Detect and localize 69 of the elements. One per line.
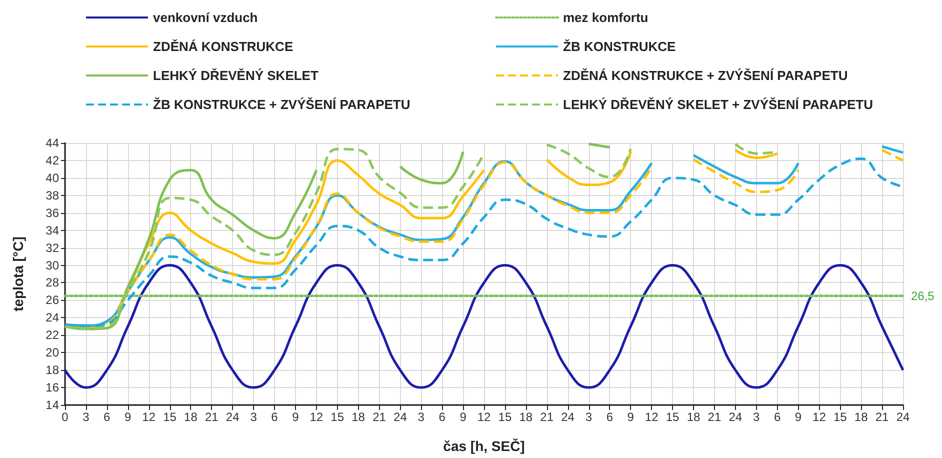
x-tick-label: 24 [896,410,910,424]
x-tick-label: 24 [394,410,408,424]
legend-label: LEHKÝ DŘEVĚNÝ SKELET + ZVÝŠENÍ PARAPETU [563,97,874,112]
x-tick-label: 15 [833,410,848,424]
x-tick-label: 12 [142,410,156,424]
x-tick-label: 15 [330,410,344,424]
y-tick-label: 16 [46,380,60,395]
y-tick-label: 28 [46,276,60,290]
x-tick-label: 18 [686,410,700,424]
line-series [64,264,904,389]
x-tick-label: 3 [585,410,592,424]
y-tick-label: 42 [46,153,60,168]
legend-label: ZDĚNÁ KONSTRUKCE + ZVÝŠENÍ PARAPETU [563,68,848,83]
legend-label: mez komfortu [563,10,648,25]
x-tick-label: 6 [104,410,111,424]
x-tick-label: 15 [666,410,680,424]
y-tick-label: 44 [46,136,60,150]
x-tick-label: 9 [627,410,634,424]
y-tick-label: 38 [46,188,60,202]
x-tick-label: 15 [498,410,512,424]
x-tick-label: 3 [418,410,425,424]
legend-label: ŽB KONSTRUKCE [563,39,676,54]
x-tick-label: 18 [184,410,198,424]
data-label: 26,5 [911,288,935,303]
x-tick-label: 3 [753,410,760,424]
x-tick-label: 12 [477,410,491,424]
x-tick-label: 9 [460,410,467,424]
y-axis-title: teplota [°C] [10,236,26,312]
x-tick-label: 6 [774,410,781,424]
y-tick-label: 40 [46,170,60,185]
y-tick-label: 26 [46,293,60,308]
x-tick-label: 15 [163,410,177,424]
x-tick-label: 12 [644,410,659,424]
x-tick-label: 21 [204,410,219,424]
x-tick-label: 21 [708,410,722,424]
x-tick-label: 9 [124,410,132,424]
x-tick-label: 18 [854,410,868,424]
x-axis-title: čas [h, SEČ] [443,438,525,454]
x-tick-label: 24 [728,410,742,424]
x-tick-label: 12 [310,410,324,424]
x-tick-label: 18 [519,410,533,424]
x-tick-label: 24 [226,410,240,424]
y-tick-label: 18 [46,363,60,378]
x-tick-label: 12 [812,410,826,424]
y-tick-label: 30 [46,258,60,272]
x-tick-label: 3 [82,410,90,424]
y-tick-label: 34 [46,223,60,238]
x-tick-label: 0 [62,410,69,424]
legend-label: LEHKÝ DŘEVĚNÝ SKELET [153,68,318,83]
x-tick-label: 9 [292,410,300,424]
legend-label: ŽB KONSTRUKCE + ZVÝŠENÍ PARAPETU [153,97,410,112]
x-tick-label: 21 [372,410,386,424]
y-tick-label: 14 [46,398,60,412]
y-tick-label: 24 [46,310,60,325]
x-tick-label: 9 [794,410,802,424]
legend-label: venkovní vzduch [153,10,258,25]
y-tick-label: 32 [46,240,60,255]
x-tick-label: 24 [561,410,575,424]
y-tick-label: 22 [46,328,60,342]
x-tick-label: 21 [540,410,554,424]
y-tick-label: 36 [46,206,60,220]
x-tick-label: 6 [438,410,446,424]
x-tick-label: 6 [606,410,614,424]
y-tick-label: 20 [46,346,60,360]
x-tick-label: 6 [271,410,278,424]
legend-label: ZDĚNÁ KONSTRUKCE [153,39,294,54]
x-tick-label: 18 [352,410,366,424]
x-tick-label: 3 [250,410,258,424]
x-tick-label: 21 [875,410,890,424]
